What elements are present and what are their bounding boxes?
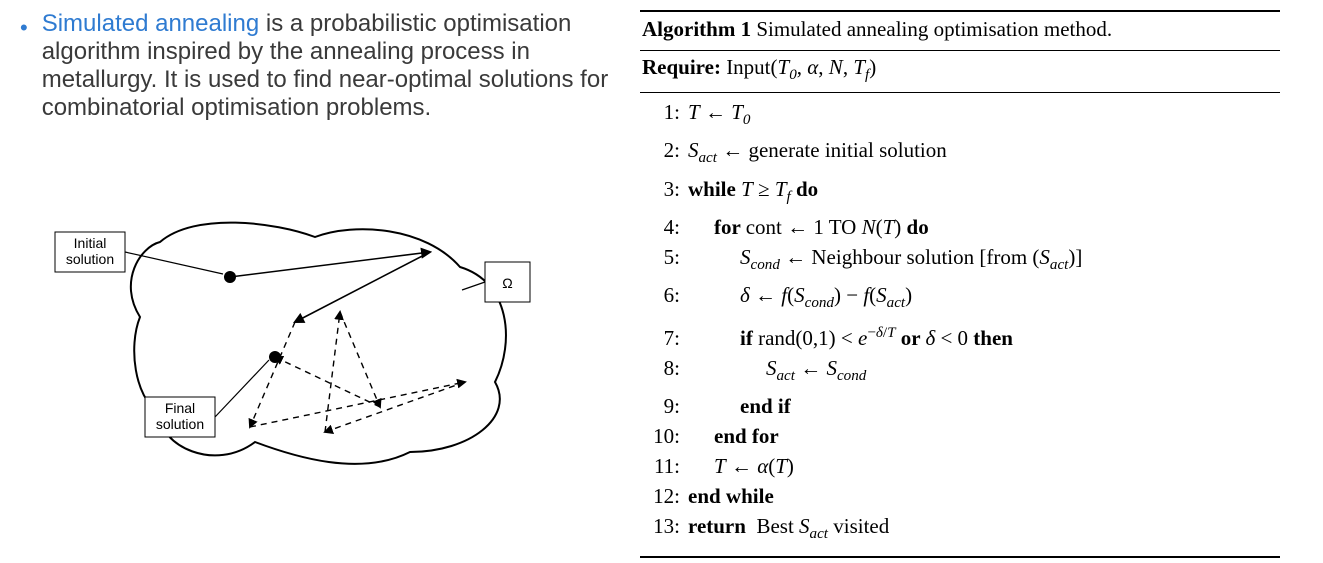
line-code: Scond ← Neighbour solution [from (Sact)] — [688, 242, 1082, 280]
line-number: 8: — [642, 353, 688, 383]
algorithm-body: 1:T ← T02:Sact ← generate initial soluti… — [640, 93, 1280, 557]
line-code: end for — [688, 421, 779, 451]
bullet-dot-icon: • — [20, 12, 28, 44]
algorithm-line: 9:end if — [642, 391, 1278, 421]
line-code: Sact ← Scond — [688, 353, 866, 391]
line-code: return Best Sact visited — [688, 511, 889, 549]
definition-text: Simulated annealing is a probabilistic o… — [42, 10, 610, 122]
line-code: Sact ← generate initial solution — [688, 135, 947, 173]
algorithm-line: 1:T ← T0 — [642, 97, 1278, 135]
line-number: 10: — [642, 421, 688, 451]
line-code: if rand(0,1) < e−δ/T or δ < 0 then — [688, 318, 1013, 353]
svg-text:solution: solution — [66, 251, 114, 267]
line-code: T ← α(T) — [688, 451, 794, 481]
algorithm-line: 5:Scond ← Neighbour solution [from (Sact… — [642, 242, 1278, 280]
algorithm-number: 1 — [741, 17, 752, 41]
line-code: while T ≥ Tf do — [688, 174, 818, 212]
line-number: 7: — [642, 323, 688, 353]
algorithm-prefix: Algorithm — [642, 17, 741, 41]
algorithm-line: 7:if rand(0,1) < e−δ/T or δ < 0 then — [642, 318, 1278, 353]
svg-text:Initial: Initial — [74, 235, 107, 251]
require-label: Require: — [642, 55, 721, 79]
line-number: 3: — [642, 174, 688, 204]
line-number: 11: — [642, 451, 688, 481]
line-number: 5: — [642, 242, 688, 272]
line-code: end if — [688, 391, 791, 421]
algorithm-box: Algorithm 1 Simulated annealing optimisa… — [640, 10, 1280, 558]
right-column: Algorithm 1 Simulated annealing optimisa… — [640, 10, 1290, 563]
annealing-diagram: InitialsolutionFinalsolutionΩ — [40, 182, 610, 487]
algorithm-line: 10:end for — [642, 421, 1278, 451]
line-number: 4: — [642, 212, 688, 242]
line-number: 2: — [642, 135, 688, 165]
algorithm-line: 6:δ ← f(Scond) − f(Sact) — [642, 280, 1278, 318]
algorithm-require: Require: Input(T0, α, N, Tf) — [640, 51, 1280, 93]
line-number: 6: — [642, 280, 688, 310]
line-code: T ← T0 — [688, 97, 750, 135]
svg-text:solution: solution — [156, 416, 204, 432]
line-number: 9: — [642, 391, 688, 421]
svg-text:Final: Final — [165, 400, 195, 416]
line-number: 13: — [642, 511, 688, 541]
algorithm-line: 13:return Best Sact visited — [642, 511, 1278, 549]
line-code: δ ← f(Scond) − f(Sact) — [688, 280, 912, 318]
svg-text:Ω: Ω — [502, 275, 512, 291]
line-code: for cont ← 1 TO N(T) do — [688, 212, 929, 242]
algorithm-title: Algorithm 1 Simulated annealing optimisa… — [640, 12, 1280, 51]
page-root: • Simulated annealing is a probabilistic… — [0, 0, 1323, 563]
algorithm-line: 11:T ← α(T) — [642, 451, 1278, 481]
algorithm-line: 2:Sact ← generate initial solution — [642, 135, 1278, 173]
line-number: 12: — [642, 481, 688, 511]
line-number: 1: — [642, 97, 688, 127]
require-params: Input(T0, α, N, Tf) — [726, 55, 876, 79]
left-column: • Simulated annealing is a probabilistic… — [20, 10, 640, 563]
bullet-item: • Simulated annealing is a probabilistic… — [20, 10, 610, 122]
definition-highlight: Simulated annealing — [42, 10, 260, 37]
algorithm-line: 8:Sact ← Scond — [642, 353, 1278, 391]
algorithm-line: 12:end while — [642, 481, 1278, 511]
algorithm-line: 4:for cont ← 1 TO N(T) do — [642, 212, 1278, 242]
line-code: end while — [688, 481, 774, 511]
diagram-svg: InitialsolutionFinalsolutionΩ — [40, 182, 560, 482]
algorithm-caption: Simulated annealing optimisation method. — [756, 17, 1112, 41]
algorithm-line: 3:while T ≥ Tf do — [642, 174, 1278, 212]
